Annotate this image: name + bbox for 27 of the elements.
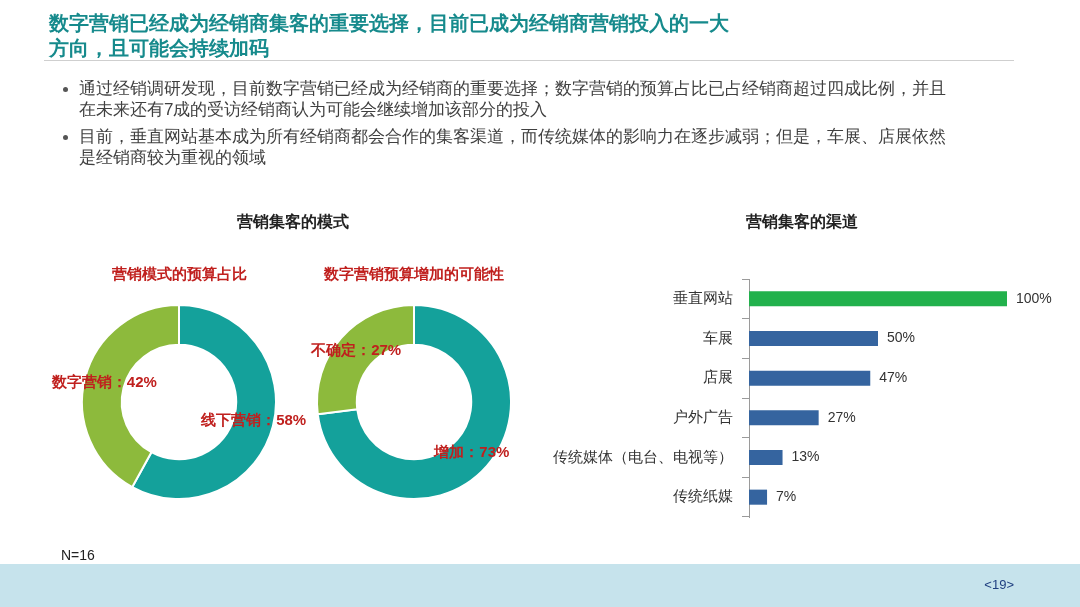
bar	[749, 410, 819, 426]
bar	[749, 489, 768, 505]
data-label: 50%	[887, 329, 916, 346]
chart-title: 数字营销预算增加的可能性	[323, 265, 504, 283]
y-tick-label: 车展	[703, 328, 733, 346]
bar	[749, 370, 871, 386]
bar	[749, 330, 878, 347]
data-label: 13%	[791, 448, 820, 465]
chart-title: 营销集客的渠道	[745, 212, 859, 231]
bar	[749, 291, 1007, 307]
chart-title: 营销模式的预算占比	[110, 265, 247, 283]
y-tick-label: 户外广告	[673, 407, 733, 425]
data-label: 7%	[776, 488, 797, 505]
text: N=16	[61, 546, 95, 564]
text: <19>	[984, 577, 1014, 593]
text: 数字营销已经成为经销商集客的重要选择，目前已成为经销商营销投入的一大方向，且可能会持续加码	[49, 11, 730, 61]
data-label: 100%	[1016, 289, 1052, 306]
text: 目前，垂直网站基本成为所有经销商都会合作的集客渠道，而传统媒体的影响力在逐步减弱；但是，车展、店展依然是经销商较为重视的领域	[79, 126, 947, 168]
text: 营销集客的模式	[236, 212, 350, 232]
data-label: 47%	[879, 369, 908, 386]
y-tick-label: 传统纸媒	[673, 487, 733, 505]
bar	[749, 449, 783, 466]
data-label: 27%	[827, 408, 856, 425]
y-tick-label: 垂直网站	[673, 288, 733, 306]
y-tick-label: 店展	[703, 368, 733, 386]
text: 通过经销调研发现，目前数字营销已经成为经销商的重要选择；数字营销的预算占比已占经销商超过四成比例，并且在未来还有7成的受访经销商认为可能会继续增加该部分的投入	[79, 78, 947, 120]
y-tick-label: 传统媒体（电台、电视等）	[553, 447, 733, 465]
